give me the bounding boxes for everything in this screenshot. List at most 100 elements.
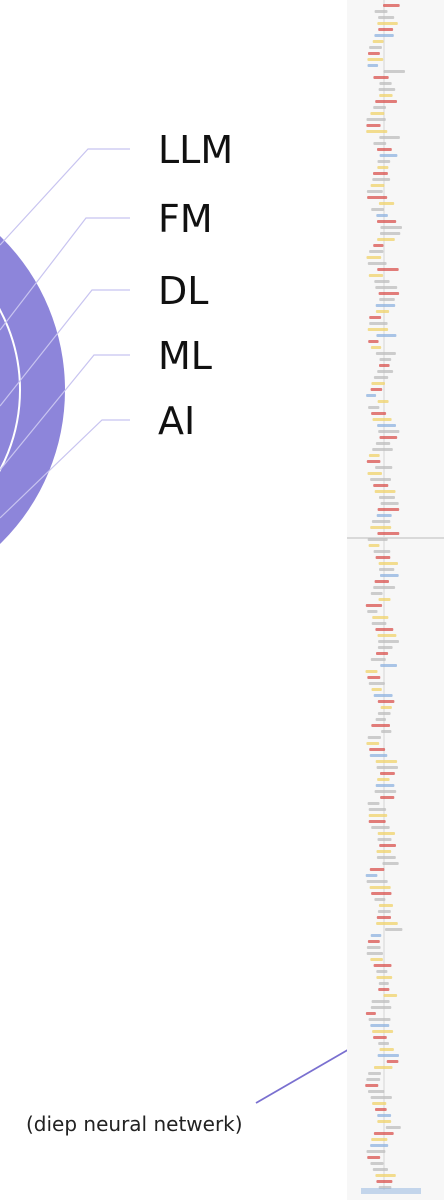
network-node: [371, 208, 384, 211]
network-node: [367, 610, 378, 613]
network-node: [380, 232, 401, 235]
network-node: [379, 568, 395, 571]
network-node: [373, 964, 392, 967]
network-node: [366, 880, 388, 883]
network-node: [377, 778, 390, 781]
network-node: [376, 850, 392, 853]
network-node: [370, 1162, 384, 1165]
network-node: [371, 1138, 388, 1141]
network-node: [376, 334, 397, 337]
network-node: [376, 970, 388, 973]
network-node: [376, 976, 393, 979]
network-node: [367, 736, 381, 739]
network-node: [367, 676, 381, 679]
network-node: [370, 1024, 390, 1027]
network-node: [373, 586, 396, 589]
network-node: [372, 1168, 388, 1171]
network-node: [377, 166, 389, 169]
network-node: [370, 112, 385, 115]
network-node: [378, 1042, 389, 1045]
network-node: [379, 364, 390, 367]
network-node: [375, 304, 396, 307]
network-node: [368, 682, 385, 685]
network-node: [367, 196, 388, 199]
network-node: [369, 886, 391, 889]
network-node: [373, 376, 389, 379]
network-node: [385, 928, 403, 931]
network-node: [379, 82, 392, 85]
network-node: [365, 670, 378, 673]
network-node: [370, 526, 392, 529]
network-node: [378, 562, 398, 565]
network-node: [383, 4, 400, 7]
network-node: [375, 628, 394, 631]
network-node: [376, 916, 391, 919]
network-node: [382, 862, 399, 865]
network-node: [375, 1174, 396, 1177]
network-node: [370, 934, 382, 937]
network-node: [371, 724, 390, 727]
network-node: [367, 802, 380, 805]
network-node: [368, 814, 388, 817]
network-node: [368, 1072, 381, 1075]
network-node: [377, 532, 400, 535]
network-node: [381, 730, 392, 733]
network-node: [377, 838, 392, 841]
network-node: [375, 556, 391, 559]
network-node: [377, 712, 391, 715]
network-node: [372, 40, 384, 43]
network-node: [375, 286, 398, 289]
network-node: [367, 1156, 381, 1159]
network-node: [368, 274, 384, 277]
network-node: [379, 1048, 394, 1051]
label-dl: DL: [158, 269, 209, 313]
network-node: [365, 604, 383, 607]
network-node: [366, 394, 377, 397]
network-node: [377, 508, 400, 511]
network-node: [376, 856, 396, 859]
network-node: [366, 190, 383, 193]
network-node: [373, 76, 389, 79]
network-node: [377, 400, 389, 403]
network-node: [377, 1054, 399, 1057]
network-node: [369, 868, 385, 871]
network-node: [379, 136, 400, 139]
network-node: [368, 52, 380, 55]
network-node: [371, 412, 387, 415]
network-node: [386, 1060, 399, 1063]
leader-line-dl: [0, 289, 130, 407]
network-node: [379, 154, 398, 157]
network-node: [371, 622, 387, 625]
network-node: [379, 496, 395, 499]
network-node: [373, 1036, 387, 1039]
label-ml: ML: [158, 334, 212, 378]
network-node: [383, 994, 398, 997]
network-node: [368, 820, 386, 823]
network-node: [368, 1090, 385, 1093]
network-node: [375, 784, 395, 787]
network-node: [365, 874, 378, 877]
network-node: [377, 238, 395, 241]
network-node: [373, 1132, 394, 1135]
network-node: [369, 754, 388, 757]
network-node: [372, 418, 392, 421]
ml-ring: [0, 307, 21, 473]
network-node: [367, 328, 389, 331]
network-node: [379, 358, 392, 361]
network-node: [366, 1150, 386, 1153]
network-node: [367, 262, 387, 265]
network-node: [370, 658, 386, 661]
network-node: [370, 958, 383, 961]
network-node: [370, 1096, 392, 1099]
network-node: [370, 1006, 392, 1009]
network-node: [375, 310, 390, 313]
network-node: [367, 940, 380, 943]
network-node: [373, 550, 391, 553]
network-node: [376, 652, 389, 655]
network-node: [375, 100, 397, 103]
network-node: [369, 46, 382, 49]
network-node: [366, 946, 381, 949]
network-node: [373, 694, 393, 697]
label-llm: LLM: [158, 128, 234, 172]
network-node: [368, 808, 387, 811]
